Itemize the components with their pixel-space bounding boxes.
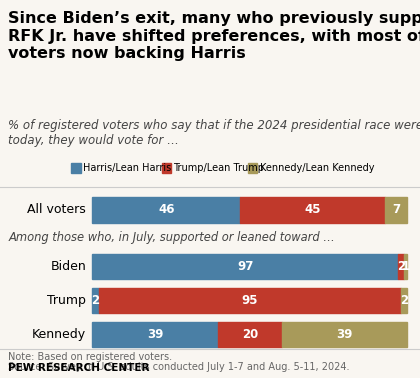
Text: 95: 95 [241, 294, 258, 307]
Text: 20: 20 [242, 328, 258, 341]
Bar [92, 288, 99, 313]
Bar [282, 322, 407, 347]
Text: 2: 2 [92, 294, 100, 307]
Text: Among those who, in July, supported or leaned toward …: Among those who, in July, supported or l… [8, 231, 335, 243]
Text: 1: 1 [402, 260, 410, 273]
Text: All voters: All voters [27, 203, 86, 216]
Bar [248, 163, 257, 173]
Text: Biden: Biden [50, 260, 86, 273]
Text: Kennedy/Lean Kennedy: Kennedy/Lean Kennedy [260, 163, 374, 173]
Bar [218, 322, 282, 347]
Text: 97: 97 [237, 260, 253, 273]
Bar [92, 322, 218, 347]
Bar [385, 197, 407, 223]
Text: Trump: Trump [47, 294, 86, 307]
Text: 39: 39 [147, 328, 163, 341]
Text: Trump/Lean Trump: Trump/Lean Trump [173, 163, 265, 173]
Bar [99, 288, 401, 313]
Text: 2: 2 [397, 260, 405, 273]
Bar [398, 254, 404, 279]
Text: 45: 45 [304, 203, 321, 216]
Bar [162, 163, 171, 173]
Text: Kennedy: Kennedy [32, 328, 86, 341]
Text: Note: Based on registered voters.: Note: Based on registered voters. [8, 352, 173, 362]
Text: % of registered voters who say that if the 2024 presidential race were held
toda: % of registered voters who say that if t… [8, 119, 420, 147]
Text: 46: 46 [158, 203, 175, 216]
Text: PEW RESEARCH CENTER: PEW RESEARCH CENTER [8, 364, 150, 373]
Text: Source: Survey of U.S. adults conducted July 1-7 and Aug. 5-11, 2024.: Source: Survey of U.S. adults conducted … [8, 362, 350, 372]
Text: 7: 7 [392, 203, 400, 216]
Bar [92, 197, 240, 223]
Text: Since Biden’s exit, many who previously supported
RFK Jr. have shifted preferenc: Since Biden’s exit, many who previously … [8, 11, 420, 61]
Bar [404, 254, 407, 279]
Bar [240, 197, 385, 223]
Bar [92, 254, 398, 279]
Text: 39: 39 [336, 328, 353, 341]
Bar [71, 163, 81, 173]
Text: 2: 2 [400, 294, 408, 307]
Bar [401, 288, 407, 313]
Text: Harris/Lean Harris: Harris/Lean Harris [83, 163, 171, 173]
